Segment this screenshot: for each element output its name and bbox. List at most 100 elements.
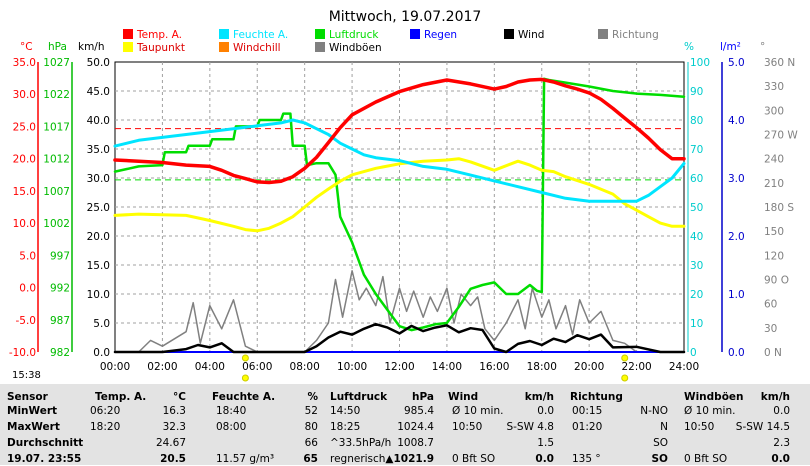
legend-item: Richtung <box>598 29 659 41</box>
rain-tick-label: 1.0 <box>728 289 745 301</box>
stats-table: Sensor Temp. A. °C Feuchte A.% Luftdruck hPa W… <box>0 384 810 465</box>
table-cell: MaxWert <box>7 421 60 433</box>
table-cell: 20.5 <box>160 453 186 465</box>
table-cell: 0.0 <box>771 453 790 465</box>
table-cell: 985.4 <box>403 405 434 417</box>
temp-tick-label: 35.0 <box>13 57 36 69</box>
wind-tick-label: 25.0 <box>87 202 110 214</box>
series-line-feuchte-a <box>113 118 686 203</box>
direction-tick-label: 270 W <box>764 130 798 142</box>
table-cell: Temp. A. <box>95 391 147 403</box>
temp-tick-label: 10.0 <box>13 218 36 230</box>
table-cell: 06:20 <box>90 405 121 417</box>
direction-unit-label: ° <box>760 41 765 53</box>
rain-tick-label: 0.0 <box>728 347 745 359</box>
x-tick-label: 02:00 <box>147 361 177 373</box>
table-cell: 10:50 <box>684 421 715 433</box>
humidity-tick-label: 0 <box>690 347 697 359</box>
table-cell: 18:25 <box>330 421 361 433</box>
legend-label: Windchill <box>233 42 281 54</box>
axes: 35.0 30.0 25.0 20.0 15.0 10.0 5.0 0.0 -5.0 -10.0 1… <box>9 57 799 373</box>
grid <box>115 62 684 352</box>
sun-marker-icon <box>241 374 249 382</box>
rain-tick-label: 2.0 <box>728 231 745 243</box>
humidity-tick-label: 40 <box>690 231 703 243</box>
table-cell: 16.3 <box>162 405 186 417</box>
pressure-tick-label: 1007 <box>43 186 70 198</box>
table-cell: km/h <box>524 391 554 403</box>
table-cell: 52 <box>304 405 318 417</box>
legend-item: Regen <box>410 29 457 41</box>
table-cell: Richtung <box>570 391 623 403</box>
x-tick-label: 06:00 <box>242 361 272 373</box>
temp-tick-label: 25.0 <box>13 121 36 133</box>
table-cell: 65 <box>303 453 318 465</box>
series-layer <box>113 77 686 354</box>
legend-swatch <box>410 29 420 39</box>
wind-tick-label: 50.0 <box>87 57 110 69</box>
legend-swatch <box>219 42 229 52</box>
wind-tick-label: 35.0 <box>87 144 110 156</box>
wind-tick-label: 40.0 <box>87 115 110 127</box>
table-cell: 24.67 <box>155 437 186 449</box>
table-cell: hPa <box>412 391 434 403</box>
table-cell: 0.0 <box>535 453 554 465</box>
timestamp: 15:38 <box>12 370 41 381</box>
table-cell: 18:40 <box>216 405 247 417</box>
direction-tick-label: 360 N <box>764 57 795 69</box>
legend-item: Taupunkt <box>123 42 185 54</box>
sun-markers <box>241 354 629 382</box>
legend-swatch <box>315 42 325 52</box>
wind-tick-label: 15.0 <box>87 260 110 272</box>
temp-tick-label: -5.0 <box>16 315 37 327</box>
table-cell: 14:50 <box>330 405 361 417</box>
table-cell: 1008.7 <box>397 437 434 449</box>
direction-tick-label: 30 <box>764 323 777 335</box>
table-cell: 08:00 <box>216 421 247 433</box>
legend-item: Windchill <box>219 42 281 54</box>
table-cell: 0 Bft SO <box>452 453 496 465</box>
table-cell: S-SW 14.5 <box>735 421 790 433</box>
table-cell: 1024.4 <box>397 421 434 433</box>
temp-tick-label: 20.0 <box>13 154 36 166</box>
pressure-tick-label: 987 <box>50 315 70 327</box>
table-cell: 01:20 <box>572 421 603 433</box>
humidity-tick-label: 50 <box>690 202 703 214</box>
table-cell: 2.3 <box>773 437 790 449</box>
x-tick-label: 18:00 <box>527 361 557 373</box>
series-line-windb-en <box>114 270 685 353</box>
legend-label: Taupunkt <box>136 42 185 54</box>
table-cell: 80 <box>304 421 318 433</box>
x-tick-label: 22:00 <box>621 361 651 373</box>
table-cell: Luftdruck <box>330 391 388 403</box>
temp-tick-label: 0.0 <box>19 283 36 295</box>
x-tick-label: 10:00 <box>337 361 367 373</box>
direction-tick-label: 90 O <box>764 275 789 287</box>
table-cell: N-NO <box>640 405 668 417</box>
table-cell: km/h <box>760 391 790 403</box>
wind-tick-label: 0.0 <box>93 347 110 359</box>
pressure-unit-label: hPa <box>48 41 67 53</box>
direction-tick-label: 60 <box>764 299 777 311</box>
humidity-tick-label: 30 <box>690 260 703 272</box>
table-cell: Ø 10 min. <box>452 405 504 417</box>
legend-swatch <box>123 29 133 39</box>
table-cell: 10:50 <box>452 421 483 433</box>
legend-label: Richtung <box>612 29 659 41</box>
wind-unit-label: km/h <box>78 41 105 53</box>
table-cell: 135 ° <box>572 453 601 465</box>
wind-tick-label: 30.0 <box>87 173 110 185</box>
temp-unit-label: °C <box>20 41 33 53</box>
table-cell: 18:20 <box>90 421 121 433</box>
table-cell: °C <box>173 391 186 403</box>
table-cell: 0.0 <box>773 405 790 417</box>
table-cell: 11.57 g/m³ <box>216 453 275 465</box>
rain-tick-label: 3.0 <box>728 173 745 185</box>
series-line-wind <box>113 322 686 354</box>
legend-label: Windböen <box>329 42 382 54</box>
x-tick-label: 16:00 <box>479 361 509 373</box>
legend-item: Feuchte A. <box>219 29 288 41</box>
legend-label: Wind <box>518 29 544 41</box>
temp-tick-label: 5.0 <box>19 250 36 262</box>
direction-tick-label: 150 <box>764 226 784 238</box>
